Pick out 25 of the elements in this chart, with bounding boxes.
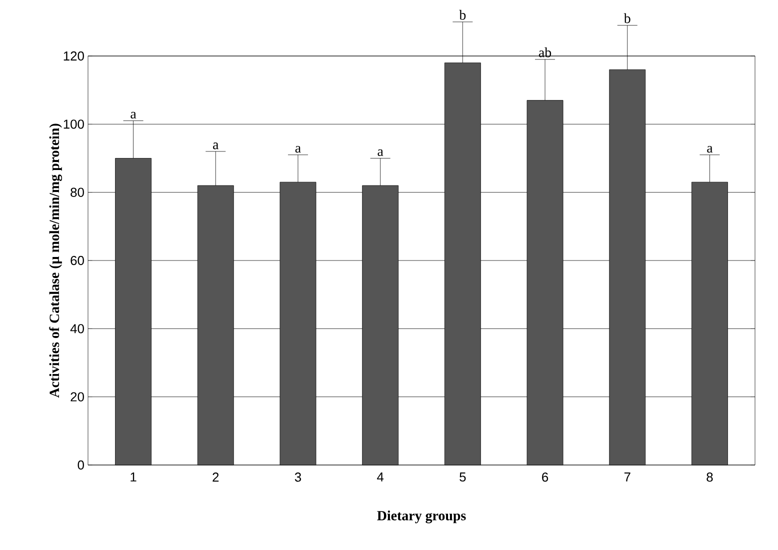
y-tick-label: 120 <box>64 51 84 61</box>
x-tick-label: 7 <box>624 472 630 482</box>
x-tick-label: 6 <box>542 472 548 482</box>
y-tick-label: 80 <box>70 188 84 197</box>
annotation: a <box>378 149 384 156</box>
y-tick-label: 20 <box>70 392 84 402</box>
x-tick-label: 1 <box>130 472 136 482</box>
x-tick-label: 8 <box>706 472 713 482</box>
annotation: b <box>459 10 466 20</box>
y-tick-label: 0 <box>78 460 84 470</box>
x-tick-label: 3 <box>294 472 302 482</box>
y-tick-label: 40 <box>70 324 84 334</box>
annotation: ab <box>538 47 552 58</box>
x-tick-label: 2 <box>212 472 219 482</box>
annotation: b <box>624 13 630 24</box>
annotation: a <box>130 112 136 119</box>
x-tick-label: 4 <box>377 472 384 482</box>
annotation: a <box>707 146 713 153</box>
y-axis-title: Activities of Catalase (µ mole/min/mg protein) <box>49 124 62 398</box>
x-axis-title: Dietary groups <box>377 510 466 524</box>
x-tick-label: 5 <box>460 472 466 482</box>
y-tick-label: 60 <box>70 256 84 266</box>
y-tick-label: 100 <box>64 120 84 129</box>
annotation: a <box>295 146 301 153</box>
annotation: a <box>213 142 219 150</box>
